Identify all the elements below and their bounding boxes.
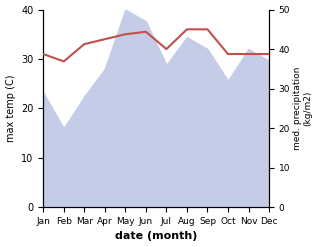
Y-axis label: max temp (C): max temp (C) xyxy=(5,75,16,142)
X-axis label: date (month): date (month) xyxy=(115,231,197,242)
Y-axis label: med. precipitation
(kg/m2): med. precipitation (kg/m2) xyxy=(293,67,313,150)
